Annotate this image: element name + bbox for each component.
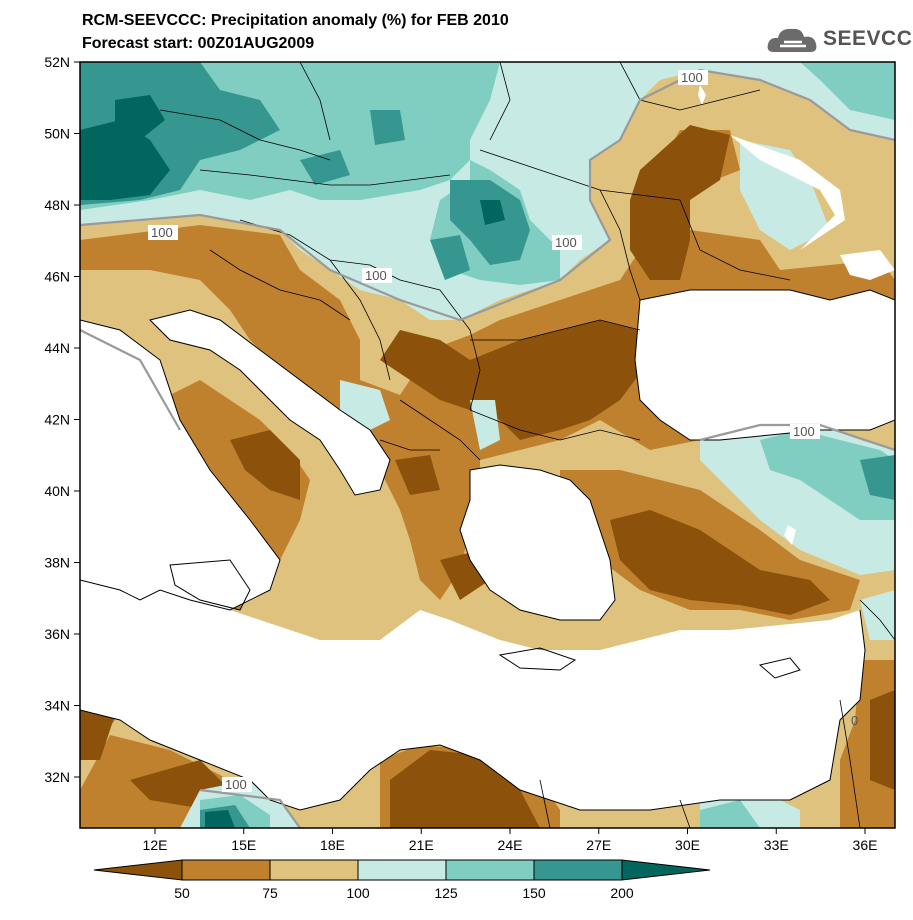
contour-label: 100 <box>793 424 815 439</box>
lon-label: 36E <box>853 837 878 853</box>
colorbar-tick-label: 200 <box>610 885 634 901</box>
seevccc-logo: SEEVCCC <box>766 22 913 58</box>
lon-label: 27E <box>586 837 611 853</box>
contour-label-box <box>552 235 582 250</box>
lat-label: 44N <box>44 340 70 356</box>
sea-areas <box>80 250 895 810</box>
contour-label: 100 <box>225 777 247 792</box>
lat-label: 46N <box>44 269 70 285</box>
colorbar-swatch <box>445 859 535 881</box>
lon-label: 30E <box>675 837 700 853</box>
lon-label: 24E <box>498 837 523 853</box>
colorbar-swatch <box>357 859 447 881</box>
lon-label: 12E <box>143 837 168 853</box>
colorbar-tick-label: 100 <box>346 885 370 901</box>
logo-text: SEEVCCC <box>823 27 913 50</box>
colorbar-tick-label: 150 <box>522 885 546 901</box>
colorbar-lower-extension <box>93 859 183 881</box>
map-canvas <box>80 62 895 828</box>
missing-data <box>698 85 845 545</box>
contour-label-box <box>678 70 708 85</box>
colorbar-upper-extension <box>621 859 711 881</box>
colorbar-tick-label: 50 <box>174 885 190 901</box>
contour-label: 100 <box>555 235 577 250</box>
coastlines <box>80 289 895 811</box>
forecast-start-label: Forecast start: 00Z01AUG2009 <box>82 35 315 52</box>
colorbar-tick-label: 75 <box>262 885 278 901</box>
contour-label-box <box>222 777 252 792</box>
lon-label: 18E <box>320 837 345 853</box>
contour-labels: 100 100 100 100 100 100 0 <box>148 70 858 792</box>
lon-label: 33E <box>764 837 789 853</box>
contour-label: 100 <box>151 225 173 240</box>
lat-label: 52N <box>44 54 70 70</box>
contour-label: 0 <box>851 713 858 728</box>
colorbar-swatch <box>533 859 623 881</box>
lat-label: 36N <box>44 626 70 642</box>
contour-label-box <box>362 268 392 283</box>
lat-label: 50N <box>44 126 70 142</box>
lon-label: 21E <box>409 837 434 853</box>
cloud-icon <box>767 28 817 52</box>
lat-label: 34N <box>44 698 70 714</box>
lon-label: 15E <box>231 837 256 853</box>
lat-label: 48N <box>44 197 70 213</box>
anomaly-gt-200 <box>80 95 505 828</box>
contour-label: 100 <box>681 70 703 85</box>
colorbar-tick-label: 125 <box>434 885 458 901</box>
lat-label: 38N <box>44 555 70 571</box>
lat-label: 42N <box>44 412 70 428</box>
country-borders <box>159 62 895 828</box>
lat-label: 32N <box>44 769 70 785</box>
contour-label: 100 <box>365 268 387 283</box>
latitude-axis: 52N 50N 48N 46N 44N 42N 40N 38N 36N 34N 32N <box>44 54 80 785</box>
contour-label-box <box>790 424 820 439</box>
map-title: RCM-SEEVCCC: Precipitation anomaly (%) f… <box>82 12 509 29</box>
colorbar-swatch <box>181 859 271 881</box>
map-frame <box>79 61 896 829</box>
longitude-axis: 12E 15E 18E 21E 24E 27E 30E 33E 36E <box>143 828 878 853</box>
lat-label: 40N <box>44 483 70 499</box>
colorbar: 50 75 100 125 150 200 <box>93 859 711 901</box>
contour-label-box <box>148 225 178 240</box>
colorbar-swatch <box>269 859 359 881</box>
